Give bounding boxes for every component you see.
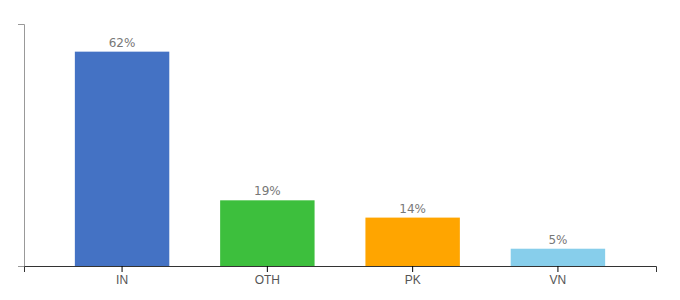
bar xyxy=(75,52,169,266)
bar xyxy=(511,249,605,266)
y-axis-line xyxy=(18,25,25,267)
data-label: 62% xyxy=(109,36,136,50)
data-label: 5% xyxy=(548,233,567,247)
bar xyxy=(220,200,314,266)
x-tick-mark xyxy=(122,266,123,272)
x-tick-mark xyxy=(267,266,268,272)
plot-area: IN OTH PK VN 62% 19% 14% 5% xyxy=(18,25,657,287)
x-tick: VN xyxy=(550,266,567,287)
x-tick-mark xyxy=(557,266,558,272)
chart: IN OTH PK VN 62% 19% 14% 5% xyxy=(0,0,680,300)
bar xyxy=(365,218,459,266)
x-axis-line xyxy=(25,267,657,273)
x-tick: OTH xyxy=(255,266,280,287)
data-label: 19% xyxy=(254,184,281,198)
x-tick-label: OTH xyxy=(255,273,280,287)
x-tick-label: VN xyxy=(550,273,567,287)
bars xyxy=(75,52,605,266)
x-tick: PK xyxy=(405,266,421,287)
x-tick-label: PK xyxy=(405,273,421,287)
x-axis: IN OTH PK VN xyxy=(25,266,657,287)
y-axis xyxy=(18,25,25,267)
x-tick: IN xyxy=(116,266,128,287)
data-labels: 62% 19% 14% 5% xyxy=(109,36,568,247)
x-tick-label: IN xyxy=(116,273,128,287)
x-tick-mark xyxy=(412,266,413,272)
data-label: 14% xyxy=(399,202,426,216)
